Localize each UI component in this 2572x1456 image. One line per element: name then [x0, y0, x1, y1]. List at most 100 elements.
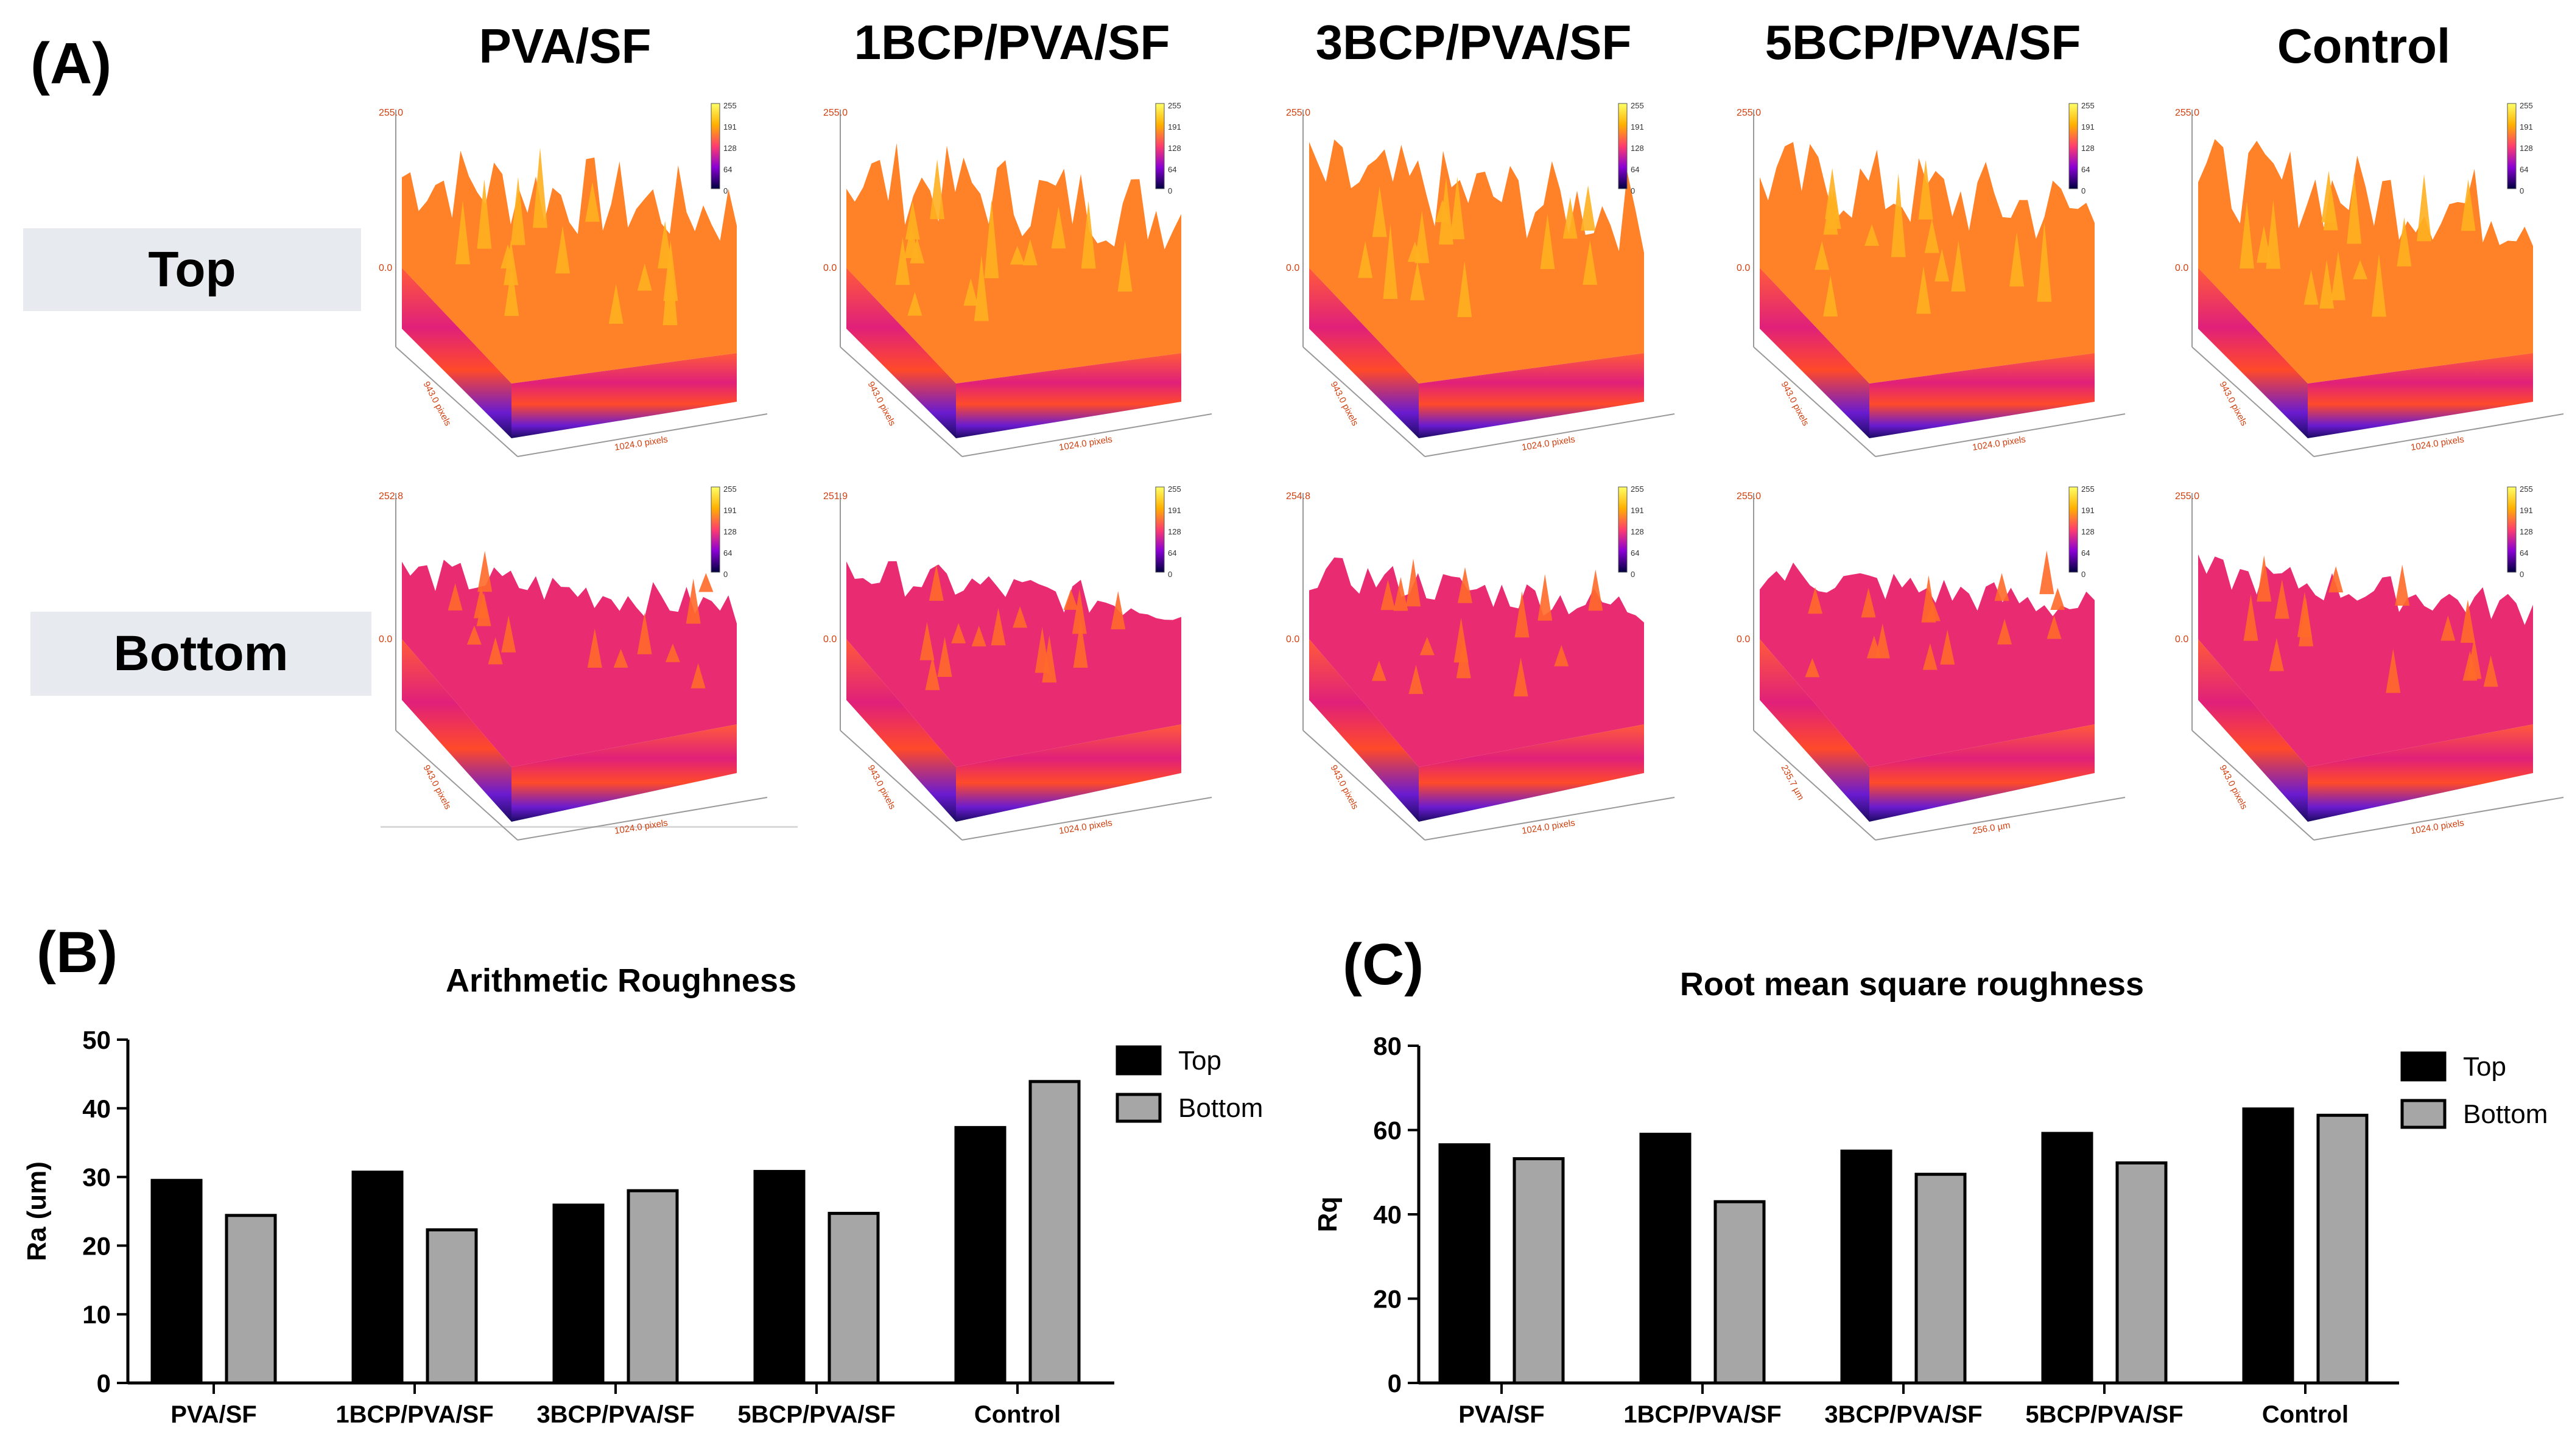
colorbar: [2507, 103, 2517, 189]
surface-plot-bottom-3: 254.8 0.0 943.0 pixels 1024.0 pixels 255 191 1…: [1286, 485, 1675, 841]
surface-plot-top-1: 255.0 0.0 943.0 pixels 1024.0 pixels 255 191 1…: [379, 101, 768, 457]
colorbar: [1155, 486, 1165, 573]
surface-max-label: 251.9: [823, 491, 848, 502]
surface-y-axis-label: 943.0 pixels: [421, 763, 453, 811]
colorbar-tick: 64: [1168, 165, 1176, 174]
colorbar-tick: 191: [1631, 506, 1644, 515]
bar-top-2: [1639, 1132, 1692, 1385]
bar-bottom-4: [2115, 1161, 2168, 1385]
colorbar-tick: 191: [1168, 122, 1181, 131]
colorbar-tick: 128: [2081, 527, 2095, 536]
y-tick-label: 0: [1388, 1369, 1402, 1398]
surface-min-label: 0.0: [2175, 263, 2188, 273]
surface-plot-bottom-1: 252.8 0.0 943.0 pixels 1024.0 pixels 255 191 1…: [379, 485, 768, 841]
surface-y-axis-label: 943.0 pixels: [865, 380, 898, 428]
bar-top-4: [2041, 1132, 2093, 1385]
surface-y-axis-label: 943.0 pixels: [2217, 380, 2249, 428]
colorbar-tick: 0: [1631, 186, 1635, 195]
colorbar-tick: 0: [1631, 570, 1635, 579]
x-tick-label: PVA/SF: [1458, 1401, 1545, 1428]
colorbar-tick: 0: [2520, 570, 2524, 579]
x-tick-label: 3BCP/PVA/SF: [536, 1401, 694, 1428]
colorbar: [2068, 103, 2078, 189]
surface-max-label: 252.8: [379, 491, 403, 502]
y-tick-label: 10: [82, 1300, 111, 1329]
surface-min-label: 0.0: [379, 634, 392, 645]
colorbar: [1618, 103, 1628, 189]
surface-x-axis-label: 1024.0 pixels: [614, 434, 669, 453]
bar-bottom-5: [2316, 1113, 2369, 1385]
surface-x-axis-label: 1024.0 pixels: [1521, 434, 1576, 453]
colorbar-tick: 0: [2520, 186, 2524, 195]
bar-bottom-4: [827, 1211, 880, 1385]
x-tick-label: 1BCP/PVA/SF: [336, 1401, 493, 1428]
column-header-control: Control: [2277, 19, 2451, 73]
surface-x-axis-label: 1024.0 pixels: [1521, 817, 1576, 836]
surface-min-label: 0.0: [1737, 634, 1750, 645]
surface-min-label: 0.0: [2175, 634, 2188, 645]
surface-max-label: 255.0: [1737, 491, 1761, 502]
surface-y-axis-label: 943.0 pixels: [421, 380, 453, 428]
surface-max-label: 255.0: [823, 108, 848, 118]
colorbar-tick: 191: [1168, 506, 1181, 515]
y-tick-label: 0: [97, 1369, 111, 1398]
chart-b-title: Arithmetic Roughness: [445, 962, 797, 999]
chart-c-rms-roughness: 0 20 40 60 80 Rq PVA/SF 1BCP/PVA/SF 3BCP/PVA/SF 5…: [1315, 1032, 2548, 1428]
colorbar-tick: 128: [2081, 144, 2095, 153]
colorbar-tick: 0: [2081, 570, 2085, 579]
colorbar-tick: 128: [2520, 144, 2533, 153]
colorbar: [1155, 103, 1165, 189]
colorbar-tick: 255: [1168, 485, 1181, 494]
colorbar-tick: 64: [723, 165, 732, 174]
colorbar-tick: 0: [2081, 186, 2085, 195]
colorbar-tick: 128: [1631, 527, 1644, 536]
surface-x-axis-label: 1024.0 pixels: [614, 817, 669, 836]
surface-max-label: 255.0: [2175, 491, 2199, 502]
surface-y-axis-label: 235.7 µm: [1779, 763, 1806, 802]
bar-top-1: [1438, 1143, 1491, 1385]
surface-x-axis-label: 1024.0 pixels: [2410, 434, 2465, 453]
surface-max-label: 255.0: [1286, 108, 1310, 118]
column-header-1bcp: 1BCP/PVA/SF: [854, 15, 1170, 69]
bar-bottom-1: [1513, 1157, 1565, 1385]
y-axis-label: Rq: [1315, 1197, 1343, 1233]
colorbar-tick: 255: [723, 101, 737, 110]
surface-plot-top-3: 255.0 0.0 943.0 pixels 1024.0 pixels 255 191 1…: [1286, 101, 1675, 457]
legend-label-bottom: Bottom: [1178, 1093, 1263, 1123]
colorbar-tick: 128: [723, 144, 737, 153]
colorbar-tick: 255: [2520, 101, 2533, 110]
surface-y-axis-label: 943.0 pixels: [865, 763, 898, 811]
surface-min-label: 0.0: [1737, 263, 1750, 273]
bar-bottom-5: [1028, 1080, 1081, 1385]
surface-x-axis-label: 1024.0 pixels: [1058, 817, 1113, 836]
chart-c-title: Root mean square roughness: [1679, 966, 2145, 1003]
colorbar-tick: 64: [1631, 165, 1639, 174]
colorbar-tick: 191: [1631, 122, 1644, 131]
column-header-3bcp: 3BCP/PVA/SF: [1315, 15, 1632, 69]
surface-max-label: 255.0: [2175, 108, 2199, 118]
bar-top-5: [2242, 1107, 2294, 1385]
colorbar-tick: 64: [2520, 548, 2528, 558]
surface-y-axis-label: 943.0 pixels: [2217, 763, 2249, 811]
legend-swatch-bottom: [1116, 1093, 1162, 1123]
surface-x-axis-label: 1024.0 pixels: [2410, 817, 2465, 836]
colorbar-tick: 255: [1631, 485, 1644, 494]
surface-min-label: 0.0: [379, 263, 392, 273]
colorbar-tick: 128: [2520, 527, 2533, 536]
bar-top-5: [954, 1125, 1007, 1385]
colorbar-tick: 191: [2081, 122, 2095, 131]
bar-bottom-3: [1914, 1172, 1967, 1385]
x-tick-label: PVA/SF: [170, 1401, 257, 1428]
colorbar-tick: 64: [2081, 548, 2090, 558]
chart-b-arithmetic-roughness: 0 10 20 30 40 50 Ra (um) PVA/SF 1BCP/PVA/SF 3BCP/…: [22, 1026, 1263, 1428]
row-label-top: Top: [23, 228, 361, 311]
surface-min-label: 0.0: [823, 634, 837, 645]
colorbar-tick: 191: [2081, 506, 2095, 515]
separator-line: [381, 826, 798, 828]
y-tick-label: 40: [82, 1094, 111, 1123]
colorbar-tick: 64: [2081, 165, 2090, 174]
y-tick-label: 80: [1373, 1032, 1402, 1060]
surface-max-label: 255.0: [379, 108, 403, 118]
surface-plot-bottom-2: 251.9 0.0 943.0 pixels 1024.0 pixels 255 191 1…: [823, 485, 1212, 841]
